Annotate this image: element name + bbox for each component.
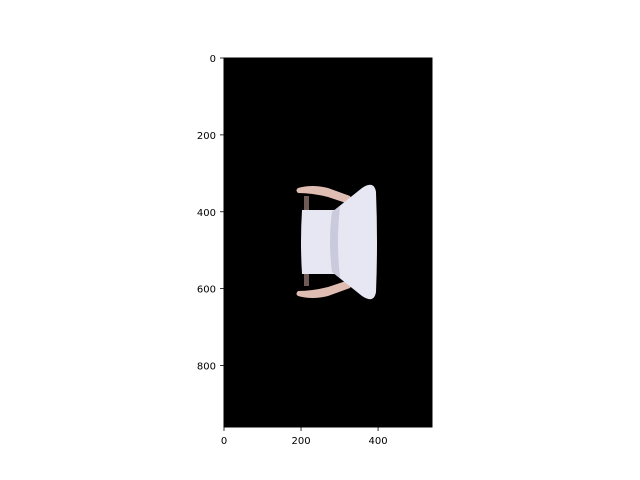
image-frame	[223, 57, 433, 428]
chair-armrest	[296, 280, 352, 298]
x-tick-label: 0	[221, 436, 227, 447]
image-panel	[223, 57, 433, 428]
y-tick-label: 400	[197, 208, 216, 219]
y-tick-label: 600	[197, 285, 216, 296]
y-tick-label: 0	[210, 54, 216, 65]
chair-armrest	[296, 186, 352, 204]
chair-image	[296, 184, 377, 300]
y-axis: 0 200 400 600 800	[197, 54, 224, 373]
x-axis: 0 200 400	[221, 427, 388, 447]
chair-backrest	[330, 184, 377, 300]
y-tick-label: 200	[197, 131, 216, 142]
chair-leg	[304, 196, 309, 210]
x-tick-label: 200	[291, 436, 310, 447]
chair-leg	[304, 272, 309, 286]
chair-backrest-shade	[330, 206, 340, 278]
x-tick-label: 400	[369, 436, 388, 447]
chair-seat	[301, 210, 336, 274]
y-tick-label: 800	[197, 362, 216, 373]
